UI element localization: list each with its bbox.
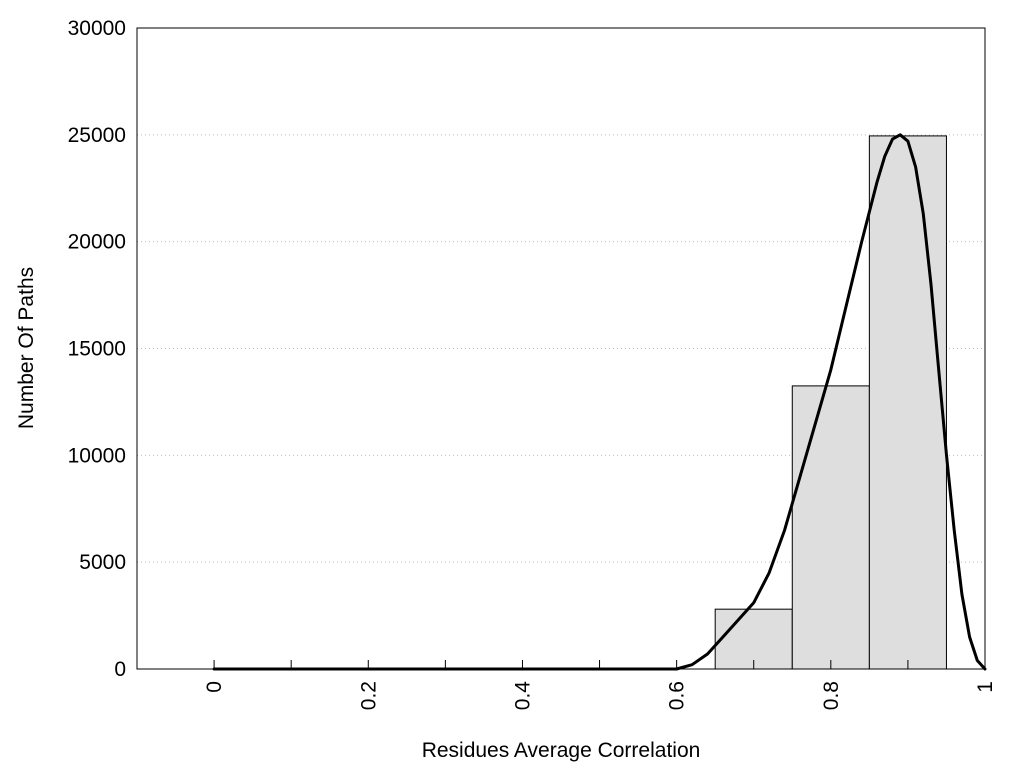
x-tick-label: 1 [974,681,997,693]
y-tick-label: 5000 [79,551,126,574]
fit-curve-layer [212,133,987,671]
x-tick-label: 0.8 [820,681,843,710]
y-tick-label: 30000 [68,17,126,40]
y-axis-title: Number Of Paths [15,267,38,429]
y-tick-label: 15000 [68,338,126,361]
x-tick-label: 0.2 [357,681,380,710]
x-tick-label: 0.6 [666,681,689,710]
y-tick-label: 10000 [68,444,126,467]
grid-lines [137,134,985,563]
y-axis: 0 5000 10000 15000 20000 25000 30000 [68,17,126,681]
x-axis: 0 0.2 0.4 0.6 0.8 1 [203,660,997,710]
y-tick-label: 0 [114,658,126,681]
y-tick-label: 20000 [68,231,126,254]
y-tick-label: 25000 [68,124,126,147]
x-tick-label: 0 [203,681,226,693]
x-axis-title: Residues Average Correlation [422,739,701,762]
fit-curve [212,133,987,671]
histogram-bar [791,385,870,670]
plot-frame [136,27,986,670]
histogram-bar [868,135,947,670]
bars [714,135,947,670]
x-tick-label: 0.4 [511,681,534,711]
